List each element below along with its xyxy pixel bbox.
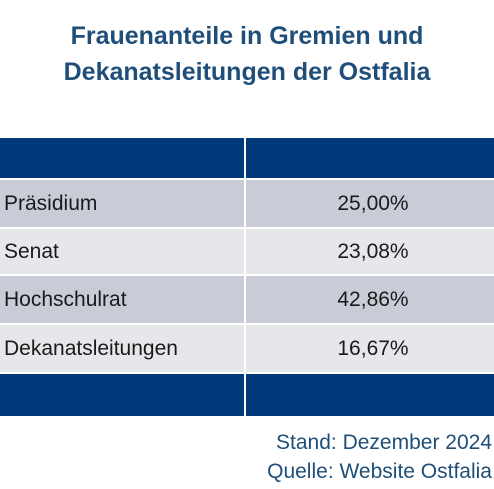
stand-note: Stand: Dezember 2024 — [276, 431, 492, 454]
table-row-label: Hochschulrat — [0, 276, 246, 323]
table-row: Präsidium 25,00% — [0, 180, 494, 229]
table-row-label: Präsidium — [0, 180, 246, 227]
chart-title-line-2: Dekanatsleitungen der Ostfalia — [63, 58, 431, 86]
source-note: Quelle: Website Ostfalia — [267, 460, 492, 483]
chart-title: Frauenanteile in Gremien und Dekanatslei… — [0, 18, 494, 90]
table-row: Dekanatsleitungen 16,67% — [0, 325, 494, 374]
table-header-value-cell — [246, 138, 494, 178]
table-row: Senat 23,08% — [0, 229, 494, 276]
table-footer-value-cell — [246, 374, 494, 416]
table-header-label-cell — [0, 138, 246, 178]
table-row-value: 23,08% — [337, 239, 409, 263]
table-row-value: 42,86% — [337, 287, 409, 311]
table-row: Hochschulrat 42,86% — [0, 276, 494, 325]
table-row-value: 16,67% — [337, 336, 409, 360]
chart-title-line-1: Frauenanteile in Gremien und — [70, 22, 424, 50]
table-footer-label-cell — [0, 374, 246, 416]
table-row-label: Dekanatsleitungen — [0, 325, 246, 372]
table-row-value: 25,00% — [337, 191, 409, 215]
table-footer-row — [0, 374, 494, 416]
source-notes: Stand: Dezember 2024 Quelle: Website Ost… — [267, 428, 492, 486]
data-table: Präsidium 25,00% Senat 23,08% Hochschulr… — [0, 138, 494, 416]
table-header-row — [0, 138, 494, 180]
table-row-label: Senat — [0, 229, 246, 274]
